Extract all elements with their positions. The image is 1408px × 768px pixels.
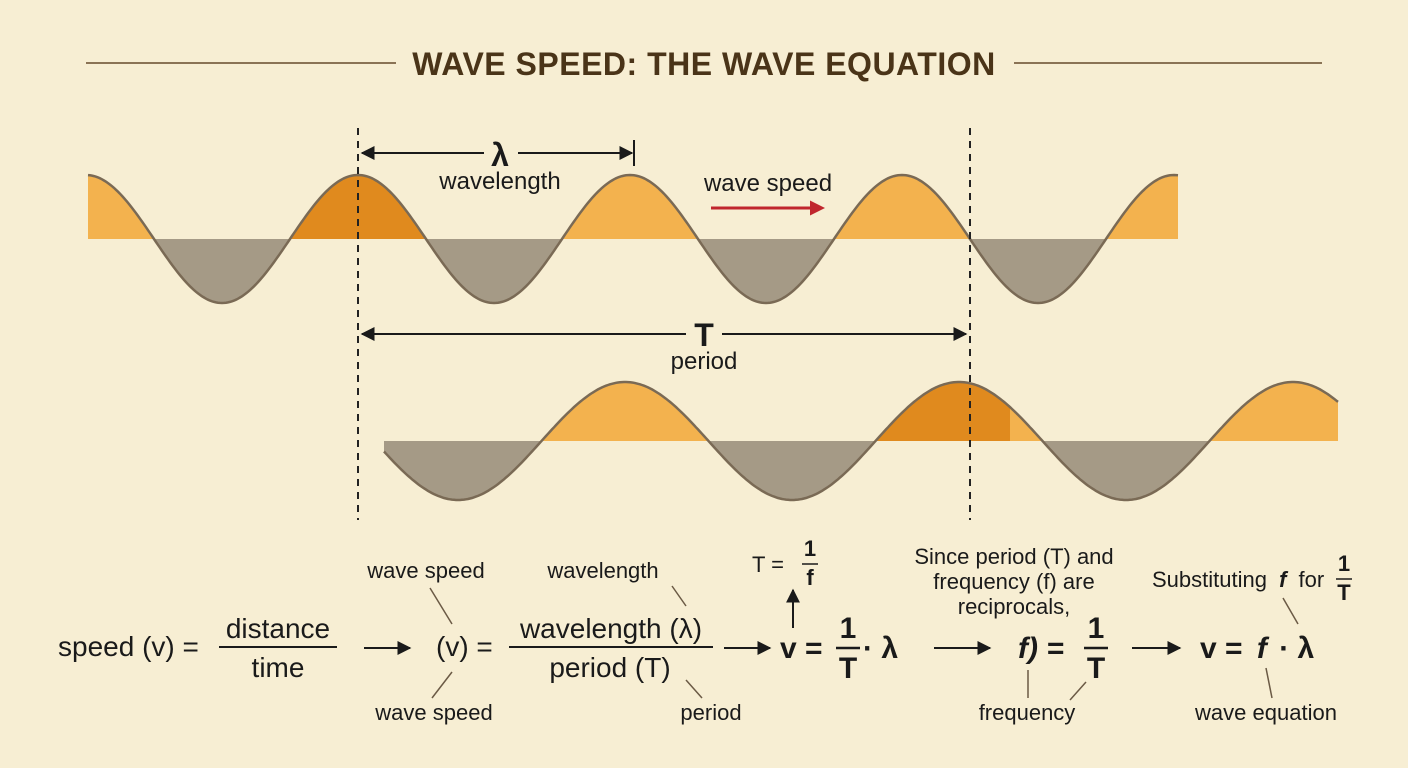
step2-denominator-note: period <box>680 700 741 725</box>
wave-crest-fill <box>384 382 1338 441</box>
wave-trough-fill <box>88 239 1178 303</box>
step5-top-leader <box>1282 597 1299 625</box>
step4-leader-right <box>1069 681 1087 701</box>
step3-lhs: v = <box>780 632 823 665</box>
step2-bottom-leader <box>431 671 453 699</box>
step2-denominator-leader <box>685 679 703 699</box>
equation-step-3: T = 1 f v = 1 T · λ <box>752 536 898 685</box>
step1-numerator: distance <box>226 613 330 644</box>
wave-line <box>383 380 1339 502</box>
step2-numerator-leader <box>671 585 687 607</box>
step3-denominator: T <box>839 652 857 685</box>
step5-note: Substituting f for <box>1152 567 1324 592</box>
wavelength-label: wavelength <box>438 168 560 195</box>
step5-note-numerator: 1 <box>1338 551 1350 576</box>
step3-note-lhs: T = <box>752 552 784 577</box>
step3-note-denominator: f <box>806 565 814 590</box>
step3-note-numerator: 1 <box>804 536 816 561</box>
step4-note-line-2: frequency (f) are <box>933 569 1094 594</box>
step5-note-prefix: Substituting <box>1152 567 1267 592</box>
step5-lhs: v = <box>1200 632 1243 665</box>
wave-speed-label: wave speed <box>703 170 832 197</box>
step5-rhs: · λ <box>1279 632 1314 665</box>
step2-numerator: wavelength (λ) <box>519 613 702 644</box>
step4-note-line-1: Since period (T) and <box>914 544 1113 569</box>
step5-note-denominator: T <box>1337 580 1351 605</box>
page-title: WAVE SPEED: THE WAVE EQUATION <box>412 46 995 82</box>
step2-denominator: period (T) <box>549 652 670 683</box>
step4-lhs: f) = <box>1018 632 1064 665</box>
step4-numerator: 1 <box>1088 612 1105 645</box>
equation-step-4: Since period (T) and frequency (f) are r… <box>914 544 1113 725</box>
step4-bottom-note: frequency <box>979 700 1076 725</box>
period-label: period <box>671 348 738 375</box>
step3-rhs: · λ <box>863 632 898 665</box>
step5-bottom-leader <box>1265 667 1273 699</box>
step5-bottom-note: wave equation <box>1194 700 1337 725</box>
step2-numerator-note: wavelength <box>546 558 658 583</box>
step2-bottom-note: wave speed <box>374 700 492 725</box>
step3-numerator: 1 <box>840 612 857 645</box>
step1-lhs: speed (v) = <box>58 631 199 662</box>
step4-note-line-3: reciprocals, <box>958 594 1070 619</box>
step5-equation: v = f · λ <box>1200 632 1315 665</box>
step5-note-f: f <box>1279 567 1289 592</box>
step1-denominator: time <box>252 652 305 683</box>
step5-note-for: for <box>1299 567 1325 592</box>
period-symbol: T <box>694 317 714 353</box>
lambda-symbol: λ <box>491 137 509 173</box>
step2-top-note: wave speed <box>366 558 484 583</box>
wave-line <box>87 173 1179 305</box>
step5-f: f <box>1257 632 1270 665</box>
step4-denominator: T <box>1087 652 1105 685</box>
wave-bottom <box>383 380 1339 502</box>
equation-step-2: wave speed (v) = wavelength wavelength (… <box>366 558 741 725</box>
wave-trough-fill <box>384 441 1338 500</box>
wave-top <box>87 173 1179 305</box>
step2-top-leader <box>429 587 453 625</box>
equation-step-5: Substituting f for 1 T v = f · λ wave eq… <box>1152 551 1352 725</box>
step2-lhs: (v) = <box>436 631 493 662</box>
wave-crest-overlap <box>868 382 1010 441</box>
equation-step-1: speed (v) = distance time <box>58 613 337 683</box>
